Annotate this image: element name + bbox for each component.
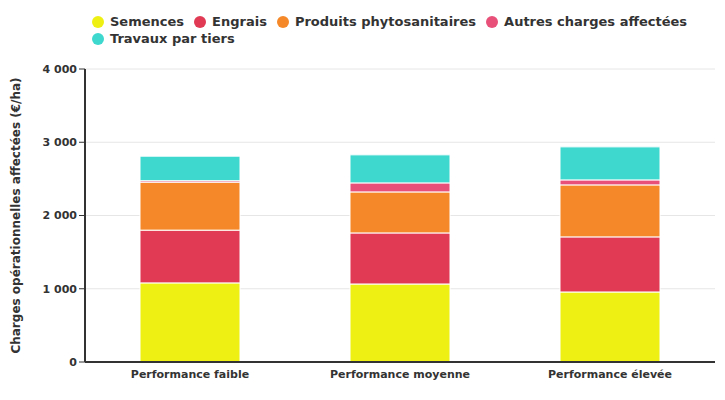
html-text:Engrais: Engrais — [212, 14, 267, 29]
svg-text:Performance faible: Performance faible — [131, 368, 249, 381]
svg-text:0: 0 — [69, 356, 77, 369]
svg-text:Performance moyenne: Performance moyenne — [330, 368, 470, 381]
svg-text:1 000: 1 000 — [43, 283, 78, 296]
svg-text:2 000: 2 000 — [43, 209, 78, 222]
svg-text:Performance élevée: Performance élevée — [548, 368, 672, 381]
html-text:Travaux par tiers: Travaux par tiers — [110, 31, 235, 46]
html-text:Produits phytosanitaires: Produits phytosanitaires — [294, 14, 477, 29]
html-text:Semences: Semences — [110, 14, 185, 29]
svg-text:3 000: 3 000 — [43, 136, 78, 149]
svg-text:Charges opérationnelles affect: Charges opérationnelles affectées (€/ha) — [9, 77, 23, 353]
svg-text:4 000: 4 000 — [43, 63, 78, 76]
html-text:Autres charges affectées: Autres charges affectées — [504, 14, 687, 29]
